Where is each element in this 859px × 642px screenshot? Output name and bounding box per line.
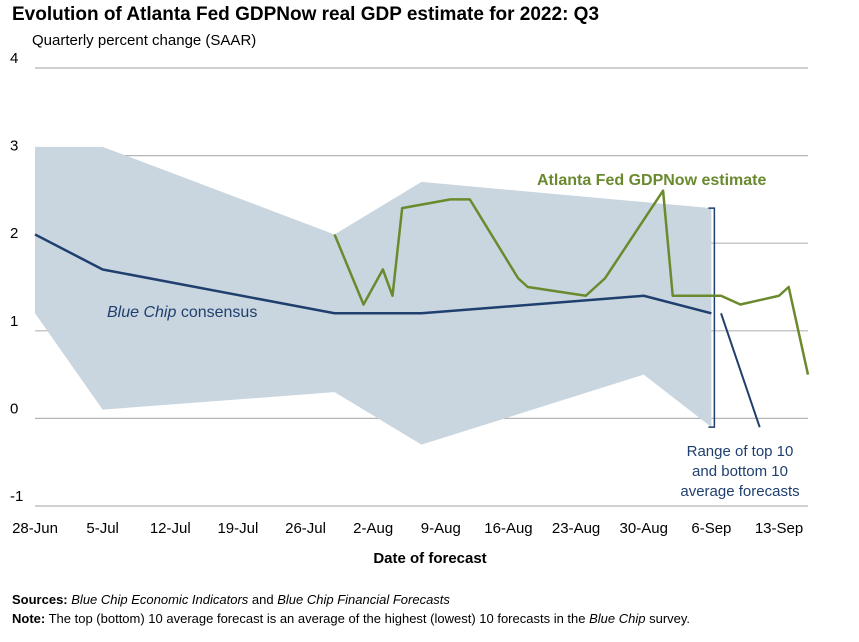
chart-subtitle: Quarterly percent change (SAAR) xyxy=(32,32,257,49)
x-tick-label-7: 16-Aug xyxy=(484,520,532,537)
series-label-blue-chip: Blue Chip consensus xyxy=(107,304,257,321)
series-label-blue-chip-rest: consensus xyxy=(176,304,257,321)
chart-title: Evolution of Atlanta Fed GDPNow real GDP… xyxy=(12,4,600,25)
x-tick-label-1: 5-Jul xyxy=(86,520,119,537)
x-tick-label-5: 2-Aug xyxy=(353,520,393,537)
x-tick-label-4: 26-Jul xyxy=(285,520,326,537)
annotation-layer: Blue Chip consensus Atlanta Fed GDPNow es… xyxy=(107,172,800,500)
range-band xyxy=(35,146,712,445)
y-tick-label-0: 4 xyxy=(10,50,18,67)
y-axis-ticks: 4 3 2 1 0 -1 xyxy=(10,50,23,505)
series-layer xyxy=(34,189,810,428)
series-label-blue-chip-italic: Blue Chip xyxy=(107,304,176,321)
range-bracket xyxy=(708,207,716,428)
x-tick-label-2: 12-Jul xyxy=(150,520,191,537)
note-text-2: survey. xyxy=(645,611,691,626)
band-label-leader xyxy=(720,312,761,428)
y-tick-label-3: 1 xyxy=(10,313,18,330)
range-band-label-line-2: average forecasts xyxy=(680,483,799,500)
note-text-0: The top (bottom) 10 average forecast is … xyxy=(45,611,590,626)
x-axis-label: Date of forecast xyxy=(373,550,486,567)
x-tick-label-6: 9-Aug xyxy=(421,520,461,537)
x-tick-label-10: 6-Sep xyxy=(691,520,731,537)
sources-text-1: Blue Chip Economic Indicators xyxy=(71,592,249,607)
note-label: Note: xyxy=(12,611,46,626)
sources-text-2: and xyxy=(248,592,278,607)
chart-canvas: 4 3 2 1 0 -1 28-Jun 5-Jul 12-Jul 19-Jul 26-Jul 2-A… xyxy=(10,50,810,567)
y-tick-label-1: 3 xyxy=(10,138,18,155)
x-tick-label-3: 19-Jul xyxy=(217,520,258,537)
sources-label: Sources: xyxy=(12,592,68,607)
series-label-gdpnow: Atlanta Fed GDPNow estimate xyxy=(537,172,766,189)
range-band-label-line-0: Range of top 10 xyxy=(687,443,794,460)
sources-footnote: Sources: Blue Chip Economic Indicators a… xyxy=(12,592,450,607)
range-band-layer xyxy=(35,146,712,445)
sources-text-3: Blue Chip Financial Forecasts xyxy=(277,592,450,607)
note-text-1: Blue Chip xyxy=(589,611,646,626)
x-tick-label-9: 30-Aug xyxy=(620,520,668,537)
range-bracket-line xyxy=(708,207,716,428)
series-line-blue-chip xyxy=(34,233,712,315)
series-line-gdpnow xyxy=(333,189,810,375)
range-band-label-line-1: and bottom 10 xyxy=(692,463,788,480)
y-tick-label-5: -1 xyxy=(10,488,23,505)
x-axis-ticks: 28-Jun 5-Jul 12-Jul 19-Jul 26-Jul 2-Aug 9-Aug 1… xyxy=(12,520,803,537)
x-tick-label-8: 23-Aug xyxy=(552,520,600,537)
y-tick-label-4: 0 xyxy=(10,400,18,417)
x-tick-label-11: 13-Sep xyxy=(755,520,803,537)
x-tick-label-0: 28-Jun xyxy=(12,520,58,537)
y-tick-label-2: 2 xyxy=(10,225,18,242)
note-footnote: Note: The top (bottom) 10 average foreca… xyxy=(12,611,690,626)
